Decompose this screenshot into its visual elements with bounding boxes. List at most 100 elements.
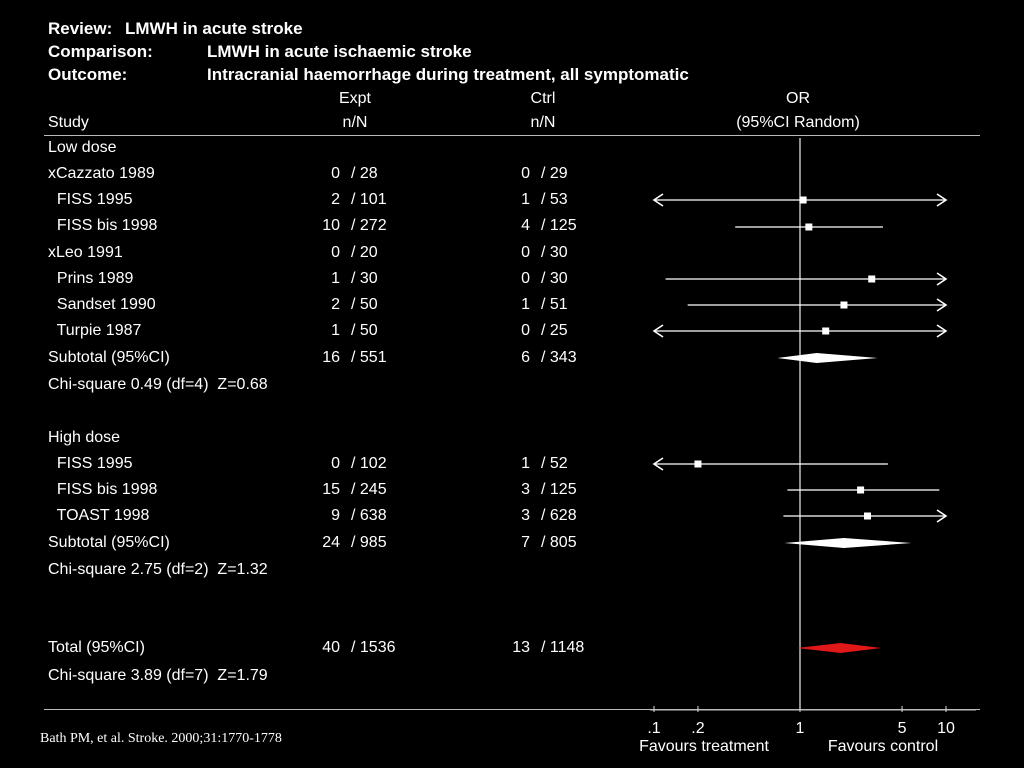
expt-total: / 102 [351, 455, 387, 472]
column-header-study: Study [48, 114, 89, 131]
expt-total: / 245 [351, 481, 387, 498]
ci-arrow-left [652, 193, 664, 207]
ctrl-total: / 125 [541, 481, 577, 498]
ctrl-n: 1 [521, 455, 530, 472]
expt-total: / 272 [351, 217, 387, 234]
column-header-expt-nN: n/N [342, 114, 368, 131]
row-label: Chi-square 0.49 (df=4) Z=0.68 [48, 376, 268, 393]
expt-n: 0 [331, 244, 340, 261]
citation: Bath PM, et al. Stroke. 2000;31:1770-177… [40, 731, 282, 746]
ctrl-total: / 30 [541, 244, 568, 261]
outcome-label: Outcome: [48, 65, 128, 84]
point-estimate [694, 460, 702, 468]
ci-arrow-left [652, 324, 664, 338]
header-divider [44, 135, 980, 136]
x-tick-label: .2 [691, 720, 704, 737]
point-estimate [857, 486, 865, 494]
expt-n: 0 [331, 455, 340, 472]
row-label: Subtotal (95%CI) [48, 534, 170, 551]
ctrl-total: / 25 [541, 322, 568, 339]
row-label: TOAST 1998 [48, 507, 150, 524]
ci-arrow-right [936, 193, 948, 207]
ctrl-n: 3 [521, 481, 530, 498]
ctrl-n: 0 [521, 270, 530, 287]
ctrl-total: / 343 [541, 349, 577, 366]
pooled-diamond [796, 643, 882, 653]
row-label: Sandset 1990 [48, 296, 156, 313]
x-label-favours-control: Favours control [828, 738, 938, 755]
expt-total: / 638 [351, 507, 387, 524]
expt-n: 0 [331, 165, 340, 182]
x-tick-label: 10 [937, 720, 955, 737]
column-header-ctrl-nN: n/N [530, 114, 556, 131]
row-label: Low dose [48, 139, 117, 156]
point-estimate [840, 301, 848, 309]
ctrl-n: 0 [521, 244, 530, 261]
x-tick-label: .1 [647, 720, 660, 737]
ctrl-total: / 30 [541, 270, 568, 287]
row-label: Prins 1989 [48, 270, 134, 287]
ci-arrow-right [936, 272, 948, 286]
column-header-ci: (95%CI Random) [736, 114, 860, 131]
expt-total: / 1536 [351, 639, 396, 656]
ctrl-total: / 628 [541, 507, 577, 524]
point-estimate [822, 327, 830, 335]
ctrl-total: / 53 [541, 191, 568, 208]
ctrl-total: / 29 [541, 165, 568, 182]
ctrl-n: 13 [512, 639, 530, 656]
ctrl-total: / 1148 [541, 639, 585, 656]
row-label: xLeo 1991 [48, 244, 123, 261]
comparison-label: Comparison: [48, 42, 153, 61]
row-label: xCazzato 1989 [48, 165, 155, 182]
outcome-value: Intracranial haemorrhage during treatmen… [207, 65, 689, 84]
column-header-expt: Expt [338, 90, 371, 107]
ctrl-n: 0 [521, 322, 530, 339]
expt-n: 2 [331, 191, 340, 208]
ctrl-n: 6 [521, 349, 530, 366]
x-tick-label: 1 [796, 720, 805, 737]
point-estimate [868, 275, 876, 283]
expt-total: / 50 [351, 296, 378, 313]
expt-n: 1 [331, 270, 340, 287]
expt-total: / 551 [351, 349, 387, 366]
expt-n: 9 [331, 507, 340, 524]
pooled-diamond [777, 353, 878, 363]
column-header-ctrl: Ctrl [530, 90, 556, 107]
expt-total: / 101 [351, 191, 387, 208]
comparison-value: LMWH in acute ischaemic stroke [207, 42, 472, 61]
row-label: Subtotal (95%CI) [48, 349, 170, 366]
ci-arrow-right [936, 298, 948, 312]
row-label: FISS bis 1998 [48, 481, 158, 498]
expt-n: 16 [322, 349, 340, 366]
x-tick-label: 5 [898, 720, 907, 737]
row-label: FISS 1995 [48, 455, 133, 472]
expt-n: 40 [322, 639, 340, 656]
row-label: Chi-square 3.89 (df=7) Z=1.79 [48, 667, 268, 684]
expt-total: / 20 [351, 244, 378, 261]
ci-arrow-left [652, 457, 664, 471]
expt-n: 24 [322, 534, 340, 551]
column-header-or: OR [786, 90, 810, 107]
ctrl-total: / 51 [541, 296, 568, 313]
row-label: High dose [48, 429, 121, 446]
ctrl-total: / 125 [541, 217, 577, 234]
ctrl-total: / 805 [541, 534, 577, 551]
ctrl-n: 0 [521, 165, 530, 182]
ci-arrow-right [936, 324, 948, 338]
ctrl-total: / 52 [541, 455, 568, 472]
row-label: FISS 1995 [48, 191, 133, 208]
expt-total: / 985 [351, 534, 387, 551]
expt-n: 2 [331, 296, 340, 313]
row-label: Total (95%CI) [48, 639, 145, 656]
expt-total: / 30 [351, 270, 378, 287]
ctrl-n: 7 [521, 534, 530, 551]
ctrl-n: 1 [521, 296, 530, 313]
row-label: Turpie 1987 [48, 322, 142, 339]
row-label: FISS bis 1998 [48, 217, 158, 234]
x-label-favours-treatment: Favours treatment [639, 738, 769, 755]
point-estimate [805, 223, 813, 231]
expt-total: / 50 [351, 322, 378, 339]
ctrl-n: 1 [521, 191, 530, 208]
expt-n: 15 [322, 481, 340, 498]
point-estimate [864, 512, 872, 520]
